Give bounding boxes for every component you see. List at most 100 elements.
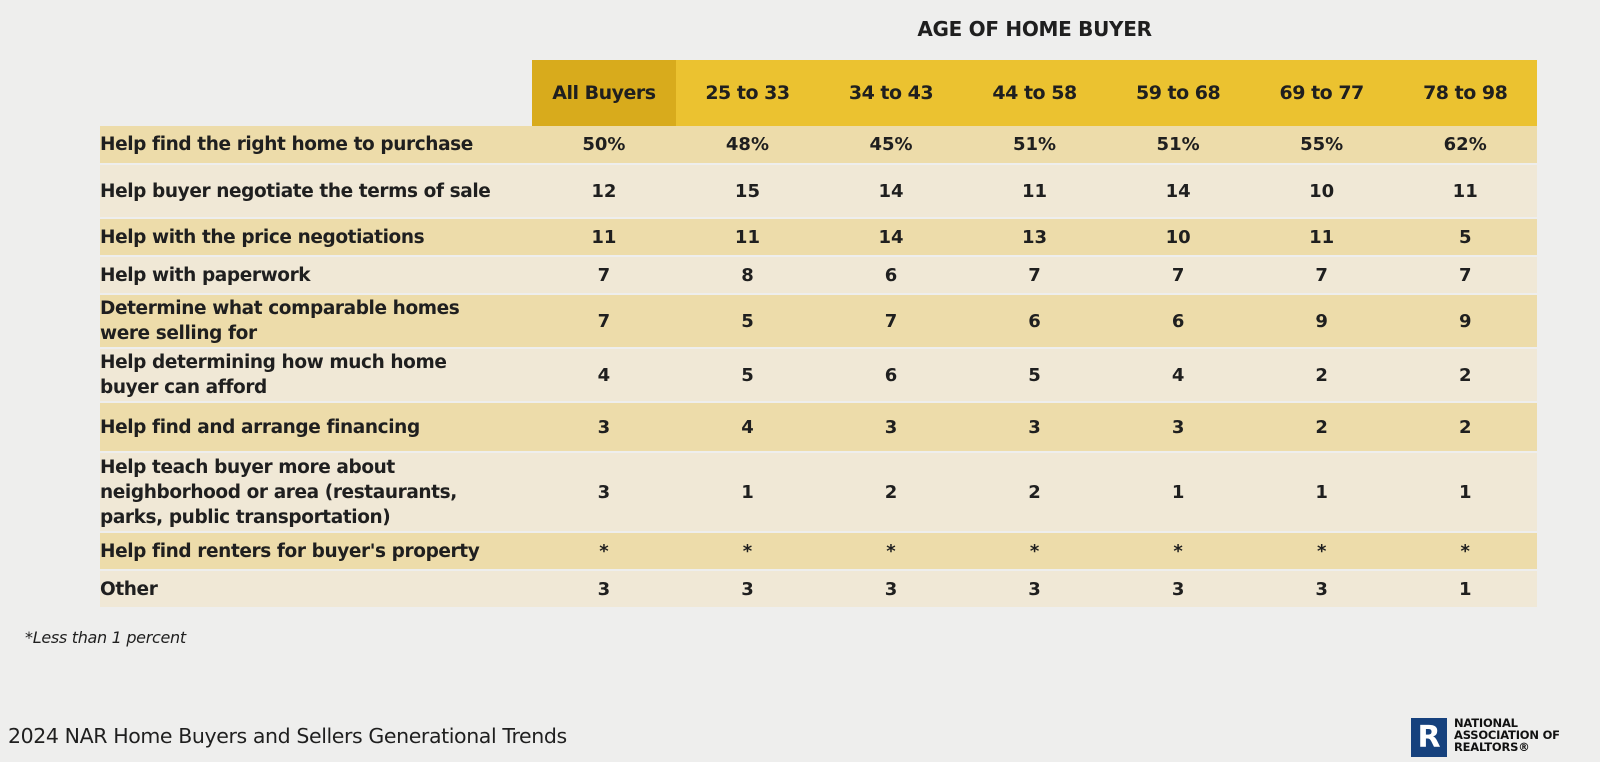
cell-value: 45% [819,126,963,165]
cell-value: * [1249,532,1394,571]
cell-value: 50% [532,126,676,165]
cell-value: 7 [819,294,963,349]
cell-value: 4 [1106,348,1250,403]
cell-value: 5 [1393,218,1537,257]
cell-value: 3 [675,570,820,609]
row-label-text: Help determining how much home buyer can… [100,352,447,398]
logo-line-2: ASSOCIATION OF [1454,728,1560,742]
cell-value: * [1106,532,1250,571]
cell-value: 51% [962,126,1107,165]
cell-value: 7 [1393,256,1537,295]
column-header-25-to-33: 25 to 33 [675,60,820,126]
table-row: Help with the price negotiations 11 11 1… [100,218,1537,257]
cell-value: 48% [675,126,820,165]
cell-value: * [819,532,963,571]
cell-value: 15 [675,164,820,219]
cell-value: 3 [532,402,676,453]
row-label: Help with the price negotiations [100,218,533,257]
cell-value: 1 [675,452,820,533]
cell-value: 5 [675,294,820,349]
table-row: Help with paperwork 7 8 6 7 7 7 7 [100,256,1537,295]
row-label: Help with paperwork [100,256,533,295]
cell-value: 2 [1393,348,1537,403]
cell-value: 9 [1249,294,1394,349]
cell-value: * [675,532,820,571]
row-label: Help determining how much home buyer can… [100,348,533,403]
cell-value: 7 [1106,256,1250,295]
cell-value: 12 [532,164,676,219]
cell-value: 3 [962,402,1107,453]
column-header-44-to-58: 44 to 58 [962,60,1107,126]
cell-value: 6 [962,294,1107,349]
cell-value: 3 [819,570,963,609]
row-label: Help buyer negotiate the terms of sale [100,164,533,219]
cell-value: 4 [675,402,820,453]
cell-value: 1 [1393,452,1537,533]
cell-value: 6 [819,256,963,295]
cell-value: 11 [1249,218,1394,257]
column-header-34-to-43: 34 to 43 [819,60,963,126]
cell-value: 5 [675,348,820,403]
cell-value: 2 [1249,348,1394,403]
cell-value: * [532,532,676,571]
cell-value: 10 [1249,164,1394,219]
logo-line-3: REALTORS® [1454,740,1530,754]
table-row: Help find and arrange financing 3 4 3 3 … [100,402,1537,453]
table-row: Help buyer negotiate the terms of sale 1… [100,164,1537,219]
cell-value: 14 [819,218,963,257]
cell-value: 3 [962,570,1107,609]
table-row: Determine what comparable homes were sel… [100,294,1537,349]
footnote: *Less than 1 percent [25,628,186,647]
cell-value: 51% [1106,126,1250,165]
table-row: Help determining how much home buyer can… [100,348,1537,403]
cell-value: 2 [962,452,1107,533]
cell-value: 3 [819,402,963,453]
cell-value: 5 [962,348,1107,403]
cell-value: 1 [1393,570,1537,609]
cell-value: 6 [1106,294,1250,349]
cell-value: 13 [962,218,1107,257]
column-header-59-to-68: 59 to 68 [1106,60,1250,126]
cell-value: 1 [1249,452,1394,533]
cell-value: 4 [532,348,676,403]
row-label: Help find the right home to purchase [100,126,533,165]
realtor-r-icon: R [1411,718,1447,757]
table-row: Other 3 3 3 3 3 3 1 [100,570,1537,609]
buyer-benefits-table: All Buyers 25 to 33 34 to 43 44 to 58 59… [100,60,1537,609]
row-label: Help find and arrange financing [100,402,533,453]
table-row: Help find the right home to purchase 50%… [100,126,1537,165]
cell-value: 8 [675,256,820,295]
cell-value: 11 [962,164,1107,219]
cell-value: 10 [1106,218,1250,257]
cell-value: 2 [1249,402,1394,453]
cell-value: 62% [1393,126,1537,165]
cell-value: 3 [532,452,676,533]
cell-value: 55% [1249,126,1394,165]
cell-value: 1 [1106,452,1250,533]
row-label-text: Help buyer negotiate the terms of sale [100,180,491,202]
cell-value: 3 [1106,570,1250,609]
row-label: Help find renters for buyer's property [100,532,533,571]
cell-value: 14 [1106,164,1250,219]
cell-value: 11 [532,218,676,257]
source-title: 2024 NAR Home Buyers and Sellers Generat… [8,724,567,748]
cell-value: 6 [819,348,963,403]
table-header-row: All Buyers 25 to 33 34 to 43 44 to 58 59… [100,60,1537,126]
nar-logo: R NATIONAL ASSOCIATION OF REALTORS® [1411,715,1591,760]
cell-value: 11 [1393,164,1537,219]
cell-value: 3 [1249,570,1394,609]
header-blank-cell [100,60,532,126]
cell-value: 7 [962,256,1107,295]
cell-value: * [962,532,1107,571]
column-header-78-to-98: 78 to 98 [1393,60,1537,126]
cell-value: 11 [675,218,820,257]
cell-value: 3 [1106,402,1250,453]
row-label: Other [100,570,533,609]
row-label: Help teach buyer more about neighborhood… [100,452,533,533]
cell-value: 9 [1393,294,1537,349]
cell-value: 3 [532,570,676,609]
table-row: Help find renters for buyer's property *… [100,532,1537,571]
cell-value: * [1393,532,1537,571]
age-group-header: AGE OF HOME BUYER [917,17,1152,41]
table-row: Help teach buyer more about neighborhood… [100,452,1537,533]
